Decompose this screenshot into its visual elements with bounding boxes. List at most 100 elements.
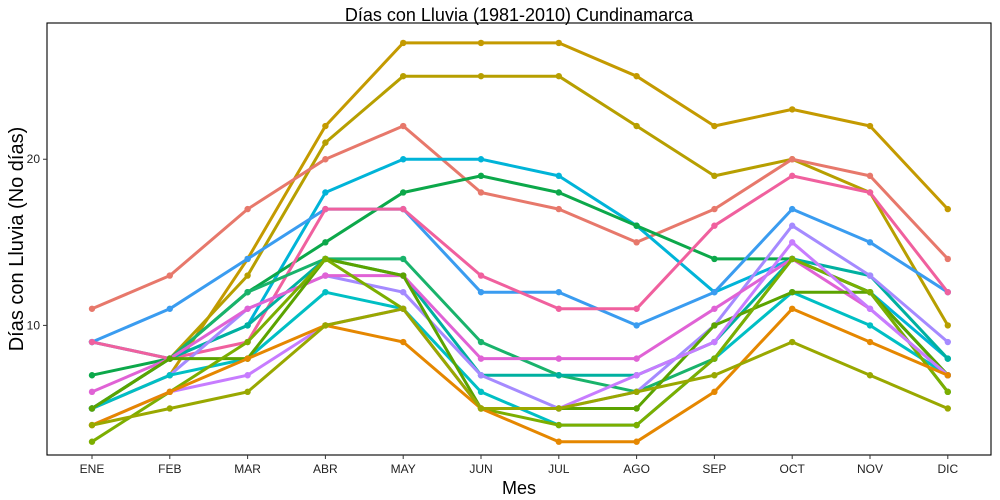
data-point [244, 305, 251, 312]
data-point [322, 272, 329, 279]
x-tick-label: DIC [937, 462, 958, 476]
data-point [555, 72, 562, 80]
data-point [88, 388, 96, 396]
data-point [400, 272, 407, 279]
data-point [477, 72, 485, 80]
series-line [90, 224, 950, 410]
data-point [477, 405, 485, 412]
data-point [555, 288, 562, 296]
data-point [633, 222, 640, 229]
y-tick-label: 20 [27, 152, 41, 166]
data-point [711, 322, 718, 329]
data-point [477, 39, 485, 47]
data-point [633, 72, 640, 80]
series-group [88, 39, 951, 445]
data-point [789, 172, 796, 180]
data-point [400, 288, 407, 296]
x-tick-label: NOV [857, 462, 883, 476]
data-point [400, 189, 407, 196]
data-point [244, 272, 251, 279]
data-point [633, 388, 640, 396]
data-point [477, 272, 485, 279]
data-point [944, 372, 951, 379]
x-axis: ENE FEB MAR ABR MAY JUN JUL AGO SEP OCT NOV DIC [80, 455, 958, 476]
data-point [555, 39, 562, 47]
data-point [244, 338, 251, 346]
data-point [711, 388, 718, 396]
data-point [633, 239, 640, 246]
data-point [866, 288, 874, 296]
series-line [90, 174, 950, 361]
data-point [555, 405, 562, 412]
data-point [88, 438, 96, 445]
data-point [789, 255, 796, 263]
data-point [711, 338, 718, 346]
x-tick-label: AGO [623, 462, 650, 476]
x-tick-label: JUL [548, 462, 570, 476]
data-point [477, 189, 485, 196]
data-point [944, 205, 951, 213]
data-point [322, 255, 329, 263]
data-point [400, 305, 407, 312]
data-point [789, 222, 796, 229]
data-point [322, 156, 329, 163]
data-point [866, 189, 874, 196]
data-point [88, 421, 96, 429]
data-point [633, 355, 640, 362]
series-3 [88, 122, 951, 312]
data-point [88, 405, 96, 412]
data-point [244, 322, 251, 329]
data-point [555, 421, 562, 429]
data-point [633, 322, 640, 329]
data-point [88, 372, 96, 379]
series-14 [88, 255, 951, 445]
data-point [322, 189, 329, 196]
data-point [944, 405, 951, 412]
x-tick-label: FEB [158, 462, 181, 476]
data-point [633, 421, 640, 429]
data-point [633, 372, 640, 379]
data-point [477, 372, 485, 379]
data-point [166, 405, 173, 412]
data-point [944, 338, 951, 346]
y-axis: 10 20 [27, 152, 47, 332]
data-point [633, 122, 640, 130]
data-point [322, 322, 329, 329]
data-point [400, 156, 407, 163]
data-point [244, 205, 251, 213]
data-point [633, 405, 640, 412]
data-point [166, 388, 173, 396]
data-point [789, 205, 796, 213]
chart-title: Días con Lluvia (1981-2010) Cundinamarca [345, 5, 694, 25]
data-point [866, 122, 874, 130]
data-point [322, 122, 329, 130]
data-point [400, 205, 407, 213]
x-axis-title: Mes [502, 478, 536, 498]
data-point [555, 172, 562, 180]
data-point [244, 388, 251, 396]
series-line [90, 307, 950, 444]
data-point [944, 355, 951, 362]
data-point [866, 372, 874, 379]
data-point [400, 255, 407, 263]
data-point [555, 372, 562, 379]
data-point [866, 322, 874, 329]
x-tick-label: OCT [780, 462, 806, 476]
data-point [944, 322, 951, 329]
data-point [400, 338, 407, 346]
series-line [90, 257, 950, 410]
data-point [322, 139, 329, 146]
series-line [90, 257, 950, 394]
series-6 [88, 205, 951, 346]
data-point [322, 288, 329, 296]
series-line [90, 307, 950, 427]
y-axis-title: Días con Lluvia (No días) [6, 127, 28, 352]
series-4 [88, 156, 951, 362]
data-point [944, 288, 951, 296]
data-point [789, 305, 796, 312]
data-point [789, 288, 796, 296]
data-point [944, 388, 951, 396]
x-tick-label: MAY [391, 462, 416, 476]
data-point [166, 355, 173, 362]
